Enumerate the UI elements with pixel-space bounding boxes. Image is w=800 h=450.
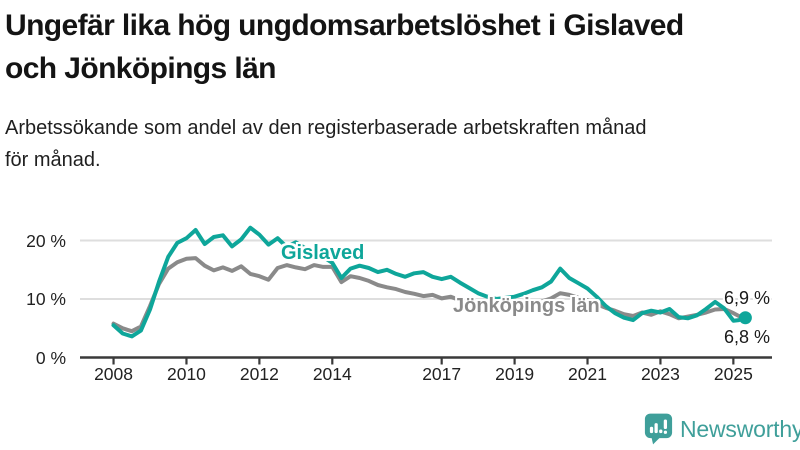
series-line-j-nk-pings-l-n: [111, 256, 748, 334]
x-tick-label: 2025: [713, 364, 753, 384]
y-tick-label: 10 %: [26, 289, 66, 310]
series-line-gislaved: [111, 225, 748, 339]
x-tick-label: 2019: [495, 364, 535, 384]
series-label-gislaved: Gislaved: [281, 242, 365, 264]
brand-name: Newsworthy: [680, 416, 800, 442]
speech-bubble-bar-chart-icon: [644, 413, 673, 445]
x-tick-label: 2021: [568, 364, 607, 384]
x-tick-label: 2014: [312, 364, 352, 384]
x-tick-label: 2023: [640, 364, 680, 384]
newsworthy-logo[interactable]: Newsworthy: [644, 412, 800, 446]
chart-title: Ungefär lika hög ungdomsarbetslöshet i G…: [5, 9, 684, 85]
y-tick-label: 0 %: [35, 347, 66, 368]
x-tick-label: 2010: [166, 364, 206, 384]
y-tick-label: 20 %: [26, 230, 66, 251]
latest-value-dot: [738, 311, 752, 325]
chart-subtitle: Arbetssökande som andel av den registerb…: [5, 117, 647, 171]
x-tick-label: 2017: [422, 364, 462, 384]
x-tick-label: 2012: [239, 364, 279, 384]
end-value-gislaved: 6,8 %: [723, 327, 770, 347]
series-label-jonkopings-lan: Jönköpings län: [453, 295, 600, 317]
end-value-jonkopings-lan: 6,9 %: [723, 288, 770, 308]
x-tick-label: 2008: [94, 364, 133, 384]
